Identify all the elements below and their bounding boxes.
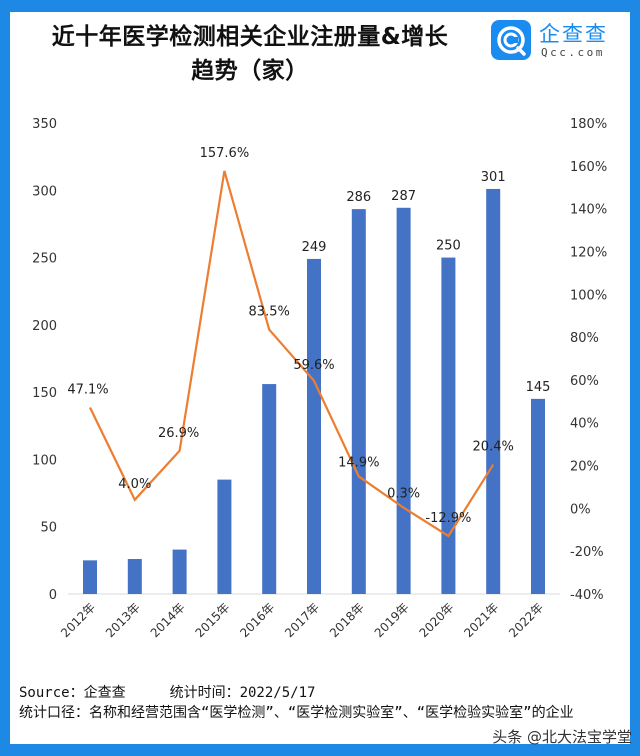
left-tick-label: 250 xyxy=(32,252,57,267)
right-tick-label: -20% xyxy=(570,545,604,560)
bar xyxy=(217,479,232,594)
growth-value-label: 59.6% xyxy=(293,358,334,373)
combo-chart: 0 50 100 150 200 250 300 350 -40% -20% 0% 20% 40% 60… xyxy=(32,117,607,640)
growth-value-label: 14.9% xyxy=(338,455,379,470)
bar-value-label: 287 xyxy=(391,189,416,204)
growth-value-label: 4.0% xyxy=(118,477,151,492)
logo-brand-en: Qcc.com xyxy=(541,46,605,59)
logo-brand-cn: 企查查 xyxy=(539,22,608,46)
x-tick-label: 2021年 xyxy=(461,600,501,640)
bar-value-label: 145 xyxy=(526,380,551,395)
title-line-1: 近十年医学检测相关企业注册量&增长 xyxy=(51,24,449,50)
left-tick-label: 300 xyxy=(32,184,57,199)
right-tick-label: 80% xyxy=(570,331,599,346)
left-tick-label: 150 xyxy=(32,386,57,401)
x-tick-label: 2017年 xyxy=(282,600,322,640)
left-tick-label: 350 xyxy=(32,117,57,132)
bar xyxy=(441,257,456,594)
x-tick-label: 2020年 xyxy=(417,600,457,640)
right-tick-label: 120% xyxy=(570,245,607,260)
right-tick-label: 100% xyxy=(570,288,607,303)
right-tick-label: 20% xyxy=(570,460,599,475)
growth-line-series xyxy=(89,170,495,538)
bar-series xyxy=(83,188,545,594)
right-tick-label: 60% xyxy=(570,374,599,389)
left-y-axis: 0 50 100 150 200 250 300 350 xyxy=(32,117,57,603)
x-axis-labels: 2012年 2013年 2014年 2015年 2016年 2017年 2018年 2019年… xyxy=(58,600,546,640)
bar xyxy=(531,398,545,594)
title-line-2: 趋势（家） xyxy=(191,58,309,84)
left-tick-label: 200 xyxy=(32,319,57,334)
footer-notes: Source：企查查 统计时间：2022/5/17 统计口径：名称和经营范围含“医… xyxy=(19,683,619,723)
right-tick-label: -40% xyxy=(570,588,604,603)
x-tick-label: 2018年 xyxy=(327,600,367,640)
left-tick-label: 100 xyxy=(32,453,57,468)
x-tick-label: 2012年 xyxy=(58,600,98,640)
chart-title: 近十年医学检测相关企业注册量&增长 趋势（家） xyxy=(20,20,480,88)
growth-value-label: 26.9% xyxy=(158,426,199,441)
credit-watermark: 头条 @北大法宝学堂 xyxy=(492,728,632,746)
x-tick-label: 2019年 xyxy=(372,600,412,640)
right-tick-label: 180% xyxy=(570,117,607,132)
line-data-labels: 47.1% 4.0% 26.9% 157.6% 83.5% 59.6% 14.9% 0.3%-… xyxy=(67,146,514,526)
bar xyxy=(83,560,97,594)
bar-data-labels: 249 286 287 250 301 145 xyxy=(302,170,551,395)
bar-value-label: 249 xyxy=(302,240,327,255)
bar xyxy=(396,207,411,594)
growth-value-label: 0.3% xyxy=(387,487,420,502)
bar-value-label: 286 xyxy=(346,190,371,205)
right-y-axis: -40% -20% 0% 20% 40% 60% 80% 100% 120% 140% 160% 18… xyxy=(570,117,607,603)
right-tick-label: 160% xyxy=(570,160,607,175)
qcc-logo: 企查查 Qcc.com xyxy=(491,20,621,64)
right-tick-label: 40% xyxy=(570,417,599,432)
right-tick-label: 140% xyxy=(570,203,607,218)
growth-value-label: 83.5% xyxy=(249,305,290,320)
bar-value-label: 301 xyxy=(481,170,506,185)
growth-value-label: -12.9% xyxy=(425,511,471,526)
bar-value-label: 250 xyxy=(436,239,461,254)
left-tick-label: 0 xyxy=(49,588,57,603)
bar xyxy=(172,549,187,594)
bar xyxy=(262,384,277,594)
stat-time-text: 统计时间：2022/5/17 xyxy=(169,685,316,701)
bar xyxy=(486,188,501,594)
growth-value-label: 157.6% xyxy=(200,146,250,161)
growth-value-label: 20.4% xyxy=(473,440,514,455)
source-text: Source：企查查 xyxy=(19,685,126,701)
bar xyxy=(127,559,142,594)
x-tick-label: 2022年 xyxy=(506,600,546,640)
x-tick-label: 2014年 xyxy=(148,600,188,640)
right-tick-label: 0% xyxy=(570,502,591,517)
qcc-logo-icon xyxy=(491,20,531,60)
left-tick-label: 50 xyxy=(40,521,57,536)
growth-value-label: 47.1% xyxy=(67,383,108,398)
x-tick-label: 2013年 xyxy=(103,600,143,640)
bar xyxy=(307,258,321,594)
bar xyxy=(351,209,366,594)
scope-text: 统计口径：名称和经营范围含“医学检测”、“医学检测实验室”、“医学检验实验室”的… xyxy=(19,705,574,721)
x-tick-label: 2015年 xyxy=(193,600,233,640)
x-tick-label: 2016年 xyxy=(237,600,277,640)
